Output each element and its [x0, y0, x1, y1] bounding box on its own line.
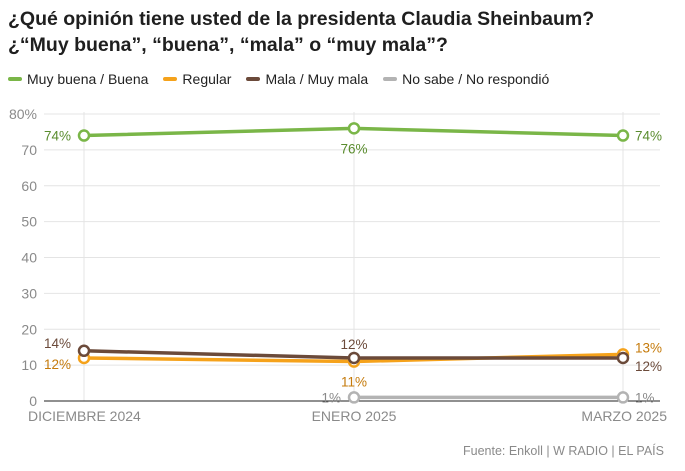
legend-label-mala: Mala / Muy mala	[265, 71, 369, 87]
y-tick-label-60: 60	[21, 178, 37, 194]
chart-title: ¿Qué opinión tiene usted de la president…	[8, 6, 678, 58]
series-0-point-0	[77, 129, 91, 142]
x-tick-label-1: ENERO 2025	[312, 408, 397, 424]
series-0-point-1	[347, 122, 361, 135]
y-tick-label-30: 30	[21, 285, 37, 301]
series-0-label-1: 76%	[340, 141, 367, 156]
legend-swatch-mala	[246, 77, 261, 81]
y-tick-label-70: 70	[21, 142, 37, 158]
series-3-point-2	[616, 391, 630, 404]
legend-label-muy-buena: Muy buena / Buena	[27, 71, 149, 87]
series-3-point-1	[347, 391, 361, 404]
series-3-label-1: 1%	[321, 390, 341, 405]
y-tick-label-0: 0	[29, 393, 37, 409]
title-line-2: ¿“Muy buena”, “buena”, “mala” o “muy mal…	[8, 34, 448, 56]
legend-swatch-regular	[163, 77, 178, 81]
title-line-1: ¿Qué opinión tiene usted de la president…	[8, 8, 595, 30]
legend: Muy buena / Buena Regular Mala / Muy mal…	[8, 71, 564, 87]
line-chart: 0 10 20 30 40 50 60 70 80% DICIEMBRE 2024 ENERO 20…	[9, 106, 667, 424]
legend-label-regular: Regular	[182, 71, 232, 87]
series-0-label-0: 74%	[44, 129, 71, 144]
y-tick-label-20: 20	[21, 321, 37, 337]
x-tick-label-0: DICIEMBRE 2024	[28, 408, 141, 424]
series-1-label-1: 11%	[341, 375, 367, 390]
series-2-label-0: 14%	[44, 336, 71, 351]
y-tick-label-80: 80%	[9, 106, 37, 122]
series-1-label-2: 13%	[635, 340, 662, 355]
series-2-point-0	[77, 344, 91, 358]
series-0-point-2	[616, 129, 630, 142]
y-tick-label-50: 50	[21, 214, 37, 230]
legend-swatch-no-sabe	[383, 77, 398, 81]
series-2-point-2	[616, 351, 630, 365]
legend-item-mala: Mala / Muy mala	[246, 71, 368, 87]
legend-swatch-muy-buena	[8, 77, 22, 81]
legend-item-regular: Regular	[163, 71, 231, 87]
x-tick-label-2: MARZO 2025	[581, 408, 667, 424]
series-2-label-2: 12%	[635, 359, 662, 374]
series-2-point-1	[347, 351, 361, 365]
series-3-label-2: 1%	[635, 390, 655, 405]
y-tick-label-40: 40	[21, 250, 37, 266]
series-1-label-0: 12%	[44, 357, 71, 372]
legend-item-no-sabe: No sabe / No respondió	[383, 71, 549, 87]
series-0-label-2: 74%	[635, 129, 662, 144]
legend-label-no-sabe: No sabe / No respondió	[402, 71, 550, 87]
series-2-label-1: 12%	[340, 337, 367, 352]
y-tick-label-10: 10	[21, 357, 37, 373]
legend-item-muy-buena: Muy buena / Buena	[8, 71, 148, 87]
source-note: Fuente: Enkoll | W RADIO | EL PAÍS	[462, 444, 664, 458]
